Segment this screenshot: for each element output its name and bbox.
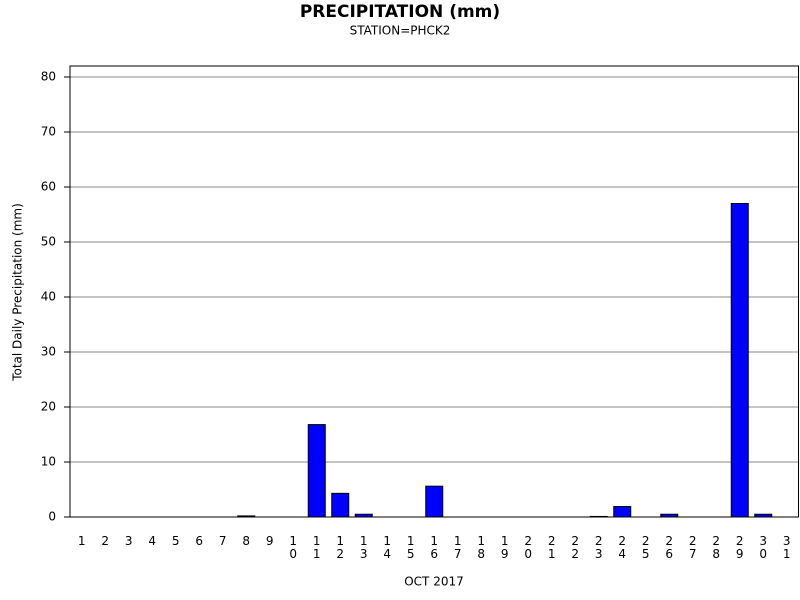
bar <box>660 513 679 518</box>
bar <box>354 513 373 518</box>
x-tick-label: 12 <box>336 534 345 561</box>
x-tick-label: 31 <box>782 534 791 561</box>
x-tick-label: 22 <box>571 534 580 561</box>
x-tick-label: 6 <box>195 534 204 548</box>
x-tick-label: 26 <box>665 534 674 561</box>
x-tick-label: 4 <box>148 534 157 548</box>
y-tick-label: 80 <box>41 70 56 84</box>
x-tick-label: 10 <box>289 534 298 561</box>
y-tick-label: 70 <box>41 125 56 139</box>
y-tick-label: 50 <box>41 235 56 249</box>
x-tick-label: 1 <box>77 534 86 548</box>
x-tick-label: 29 <box>735 534 744 561</box>
x-tick-label: 28 <box>712 534 721 561</box>
y-tick-label: 30 <box>41 345 56 359</box>
x-tick-label: 2 <box>101 534 110 548</box>
y-tick-label: 20 <box>41 400 56 414</box>
bar <box>331 492 350 518</box>
x-tick-label: 17 <box>453 534 462 561</box>
y-tick-label: 60 <box>41 180 56 194</box>
x-tick-label: 3 <box>124 534 133 548</box>
x-tick-label: 5 <box>171 534 180 548</box>
bar <box>307 424 326 518</box>
x-tick-label: 21 <box>547 534 556 561</box>
chart-title: PRECIPITATION (mm) <box>300 2 500 22</box>
bar <box>589 515 608 518</box>
bar <box>754 513 773 518</box>
x-tick-label: 25 <box>641 534 650 561</box>
x-tick-label: 27 <box>688 534 697 561</box>
chart-subtitle: STATION=PHCK2 <box>350 24 451 38</box>
x-tick-label: 24 <box>618 534 627 561</box>
x-tick-label: 18 <box>477 534 486 561</box>
plot-frame <box>69 65 799 518</box>
x-tick-label: 11 <box>312 534 321 561</box>
bar <box>425 485 444 518</box>
x-tick-label: 9 <box>265 534 274 548</box>
x-tick-label: 23 <box>594 534 603 561</box>
y-tick-label: 0 <box>48 510 56 524</box>
x-tick-label: 19 <box>500 534 509 561</box>
x-axis-label: OCT 2017 <box>404 575 464 589</box>
y-tick-label: 40 <box>41 290 56 304</box>
y-tick-label: 10 <box>41 455 56 469</box>
x-tick-label: 16 <box>430 534 439 561</box>
x-tick-label: 7 <box>218 534 227 548</box>
y-axis-label: Total Daily Precipitation (mm) <box>11 203 25 382</box>
x-tick-label: 8 <box>242 534 251 548</box>
bar <box>237 515 256 518</box>
x-tick-label: 13 <box>359 534 368 561</box>
x-tick-label: 14 <box>383 534 392 561</box>
x-tick-label: 30 <box>759 534 768 561</box>
bar <box>730 203 749 518</box>
bar <box>613 506 632 518</box>
x-tick-label: 15 <box>406 534 415 561</box>
x-tick-label: 20 <box>524 534 533 561</box>
